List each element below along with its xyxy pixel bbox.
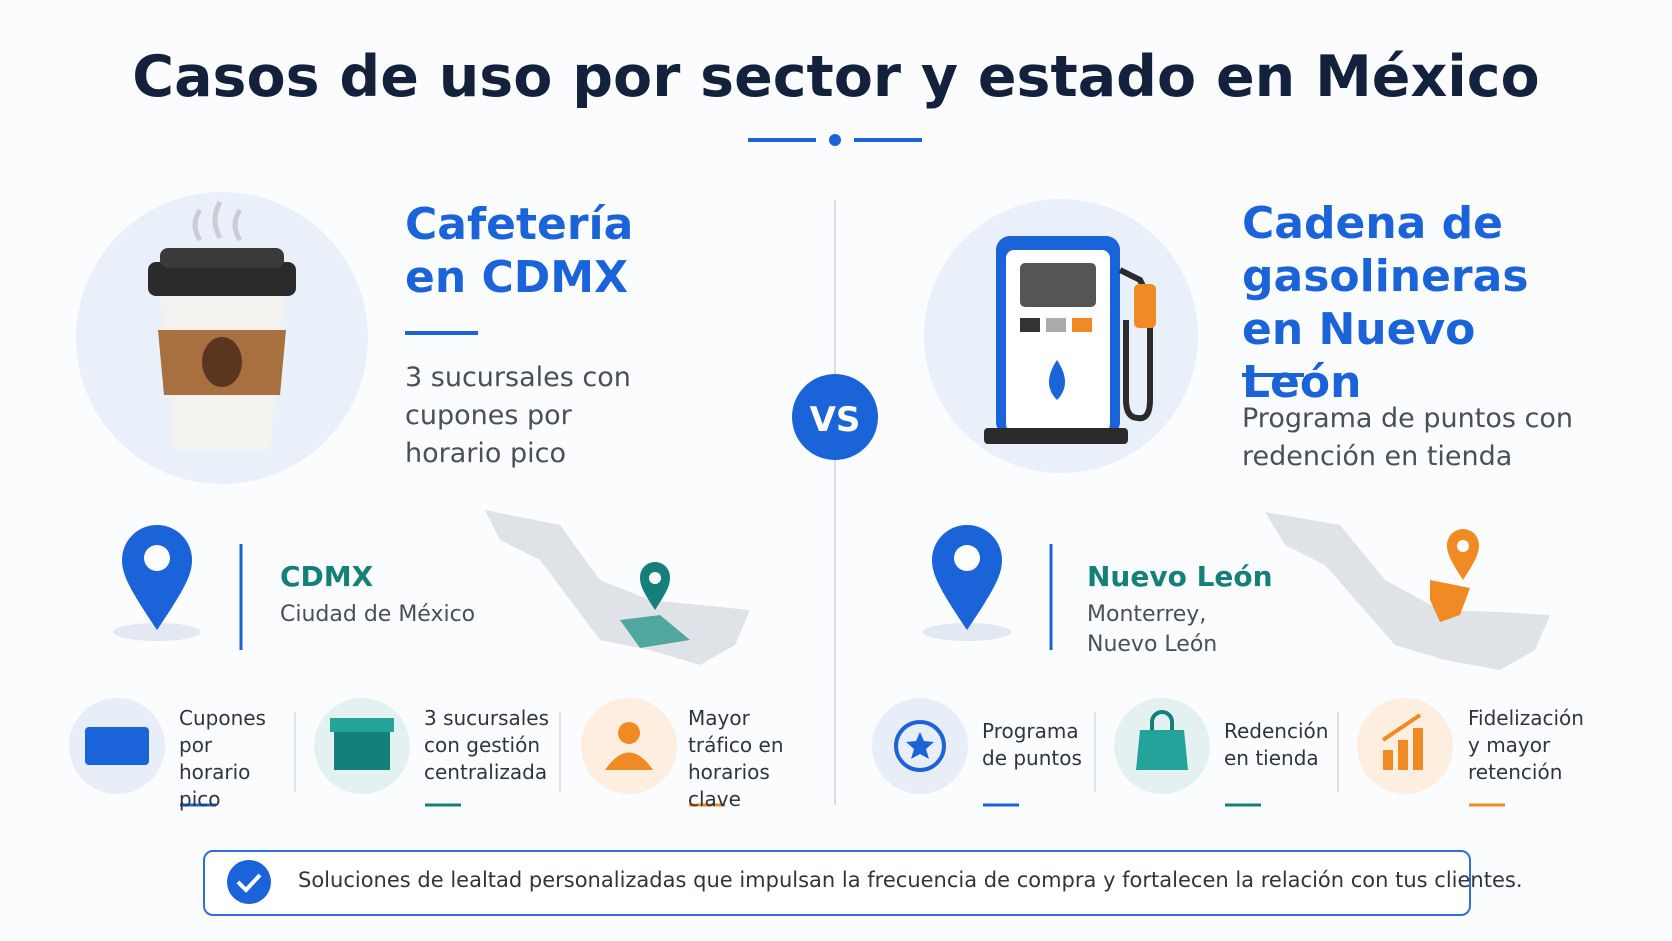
feature-text: Redención en tienda — [1224, 719, 1329, 770]
feature-text: Fidelización y mayor retención — [1468, 706, 1584, 784]
location-name: Nuevo León — [1087, 560, 1273, 593]
location-detail: Monterrey, Nuevo León — [1087, 602, 1218, 657]
feature-text: Mayor tráfico en horarios clave — [688, 706, 784, 811]
footer-box — [203, 850, 1471, 916]
card-description: 3 sucursales con cupones por horario pic… — [405, 362, 631, 469]
location-detail: Ciudad de México — [280, 602, 476, 627]
feature-text: Programa de puntos — [982, 719, 1082, 770]
feature-text: Cupones por horario pico — [179, 706, 266, 811]
feature-text: 3 sucursales con gestión centralizada — [424, 706, 550, 784]
card-title: Cafetería en CDMX — [405, 199, 634, 303]
location-name: CDMX — [280, 560, 374, 593]
card-description: Programa de puntos con redención en tien… — [1242, 403, 1573, 472]
check-icon — [227, 860, 271, 904]
vs-badge: VS — [809, 400, 861, 440]
page-title: Casos de uso por sector y estado en Méxi… — [132, 44, 1540, 110]
footer-text: Soluciones de lealtad personalizadas que… — [298, 868, 1523, 892]
card-title: Cadena de gasolineras en Nuevo León — [1242, 198, 1529, 408]
